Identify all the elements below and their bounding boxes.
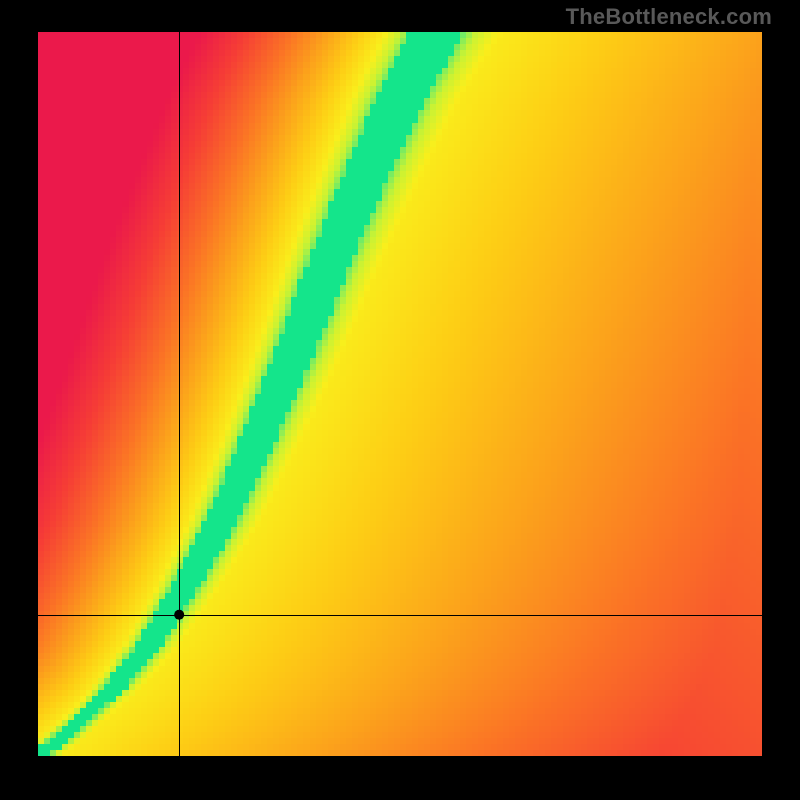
watermark-text: TheBottleneck.com [566, 4, 772, 30]
bottleneck-heatmap [0, 0, 800, 800]
figure-container: TheBottleneck.com [0, 0, 800, 800]
